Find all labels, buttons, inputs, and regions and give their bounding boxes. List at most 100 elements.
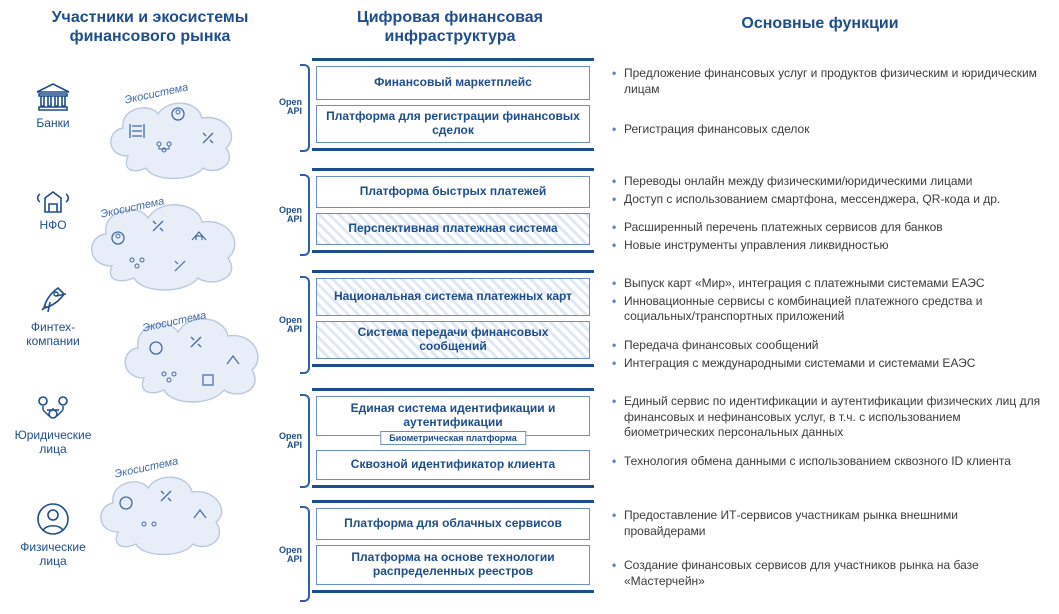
- platform-dlt: Платформа на основе технологии распредел…: [316, 545, 590, 585]
- header-left: Участники и экосистемы финансового рынка: [40, 8, 260, 46]
- mini-icon: [160, 370, 178, 384]
- func-deals: Регистрация финансовых сделок: [612, 122, 1042, 140]
- func-dlt: Создание финансовых сервисов для участни…: [612, 558, 1042, 591]
- platform-spfs: Система передачи финансовых сообщений: [316, 321, 590, 359]
- participant-label: Юридические лица: [15, 428, 92, 456]
- func-item: Инновационные сервисы с комбинацией плат…: [612, 294, 1042, 325]
- func-marketplace: Предложение финансовых услуг и продуктов…: [612, 66, 1042, 99]
- header-middle: Цифровая финансовая инфраструктура: [330, 8, 570, 46]
- header-right: Основные функции: [700, 14, 940, 33]
- platform-thruid: Сквозной идентификатор клиента: [316, 450, 590, 480]
- mini-icon: [155, 140, 173, 154]
- participant-label: НФО: [39, 218, 66, 232]
- platform-group-2: Платформа быстрых платежей Перспективная…: [312, 168, 594, 253]
- openapi-label: OpenAPI: [274, 316, 302, 334]
- mini-icon: [128, 122, 146, 140]
- participant-banks: Банки: [8, 82, 98, 130]
- openapi-label: OpenAPI: [274, 206, 302, 224]
- mini-icon: [170, 106, 186, 122]
- func-item: Создание финансовых сервисов для участни…: [612, 558, 1042, 589]
- participant-individual: Физические лица: [8, 502, 98, 568]
- platform-label: Национальная система платежных карт: [334, 290, 572, 304]
- func-item: Новые инструменты управления ликвидность…: [612, 238, 1042, 254]
- bank-icon: [35, 82, 71, 112]
- group-brace: [300, 174, 310, 256]
- func-esia: Единый сервис по идентификации и аутенти…: [612, 394, 1042, 443]
- platform-label: Платформа для регистрации финансовых сде…: [323, 110, 583, 138]
- platform-marketplace: Финансовый маркетплейс: [316, 66, 590, 100]
- rocket-icon: [36, 282, 70, 316]
- func-thruid: Технология обмена данными с использовани…: [612, 454, 1042, 472]
- group-icon: [33, 394, 73, 424]
- mini-icon: [200, 372, 216, 388]
- ecosystem-cloud-4: Экосистема: [88, 458, 243, 558]
- ecosystem-cloud-1: Экосистема: [98, 86, 253, 181]
- participant-legal: Юридические лица: [8, 394, 98, 456]
- group-top-bar: [312, 168, 594, 171]
- platform-prospay: Перспективная платежная система: [316, 213, 590, 245]
- openapi-label: OpenAPI: [274, 546, 302, 564]
- openapi-label: OpenAPI: [274, 432, 302, 450]
- mini-icon: [192, 504, 208, 520]
- platform-cloud: Платформа для облачных сервисов: [316, 508, 590, 540]
- mini-icon: [110, 230, 126, 246]
- platform-fastpay: Платформа быстрых платежей: [316, 176, 590, 208]
- func-prospay: Расширенный перечень платежных сервисов …: [612, 220, 1042, 255]
- group-bot-bar: [312, 590, 594, 593]
- participant-label: Физические лица: [20, 540, 86, 568]
- mini-icon: [158, 488, 174, 504]
- platform-deals: Платформа для регистрации финансовых сде…: [316, 105, 590, 143]
- platform-label: Сквозной идентификатор клиента: [351, 458, 555, 472]
- mini-icon: [140, 520, 158, 534]
- func-spfs: Передача финансовых сообщений Интеграция…: [612, 338, 1042, 373]
- platform-nspk: Национальная система платежных карт: [316, 278, 590, 316]
- mini-icon: [225, 350, 241, 366]
- platform-group-4: Единая система идентификации и аутентифи…: [312, 388, 594, 488]
- func-cloud: Предоставление ИТ-сервисов участникам ры…: [612, 508, 1042, 541]
- func-item: Переводы онлайн между физическими/юридич…: [612, 174, 1042, 190]
- func-item: Технология обмена данными с использовани…: [612, 454, 1042, 470]
- mini-icon: [188, 334, 204, 350]
- func-nspk: Выпуск карт «Мир», интеграция с платежны…: [612, 276, 1042, 327]
- platform-label: Единая система идентификации и аутентифи…: [323, 402, 583, 430]
- platform-group-1: Финансовый маркетплейс Платформа для рег…: [312, 58, 594, 151]
- mini-icon: [128, 256, 146, 270]
- platform-group-5: Платформа для облачных сервисов Платформ…: [312, 500, 594, 593]
- platform-esia: Единая система идентификации и аутентифи…: [316, 396, 590, 436]
- func-item: Выпуск карт «Мир», интеграция с платежны…: [612, 276, 1042, 292]
- func-item: Предложение финансовых услуг и продуктов…: [612, 66, 1042, 97]
- mini-icon: [150, 218, 166, 234]
- nfo-icon: [35, 182, 71, 214]
- mini-icon: [190, 228, 208, 242]
- platform-label: Платформа для облачных сервисов: [344, 517, 562, 531]
- group-brace: [300, 276, 310, 374]
- ecosystem-cloud-3: Экосистема: [114, 300, 279, 405]
- participant-label: Банки: [36, 116, 69, 130]
- platform-label: Перспективная платежная система: [348, 222, 557, 236]
- func-item: Доступ с использованием смартфона, мессе…: [612, 192, 1042, 208]
- mini-icon: [148, 340, 164, 356]
- platform-label: Система передачи финансовых сообщений: [323, 326, 583, 354]
- platform-label: Финансовый маркетплейс: [374, 76, 532, 90]
- mini-icon: [118, 495, 134, 511]
- platform-label: Платформа на основе технологии распредел…: [323, 551, 583, 579]
- group-top-bar: [312, 270, 594, 273]
- group-brace: [300, 64, 310, 152]
- platform-group-3: Национальная система платежных карт Сист…: [312, 270, 594, 367]
- group-bot-bar: [312, 148, 594, 151]
- person-icon: [36, 502, 70, 536]
- group-top-bar: [312, 58, 594, 61]
- func-item: Единый сервис по идентификации и аутенти…: [612, 394, 1042, 441]
- group-bot-bar: [312, 364, 594, 367]
- openapi-label: OpenAPI: [274, 98, 302, 116]
- func-fastpay: Переводы онлайн между физическими/юридич…: [612, 174, 1042, 209]
- mini-icon: [172, 258, 188, 274]
- func-item: Регистрация финансовых сделок: [612, 122, 1042, 138]
- func-item: Интеграция с международными системами и …: [612, 356, 1042, 372]
- platform-esia-sub: Биометрическая платформа: [380, 431, 526, 445]
- group-brace: [300, 506, 310, 602]
- group-brace: [300, 394, 310, 488]
- func-item: Предоставление ИТ-сервисов участникам ры…: [612, 508, 1042, 539]
- group-bot-bar: [312, 485, 594, 488]
- group-top-bar: [312, 500, 594, 503]
